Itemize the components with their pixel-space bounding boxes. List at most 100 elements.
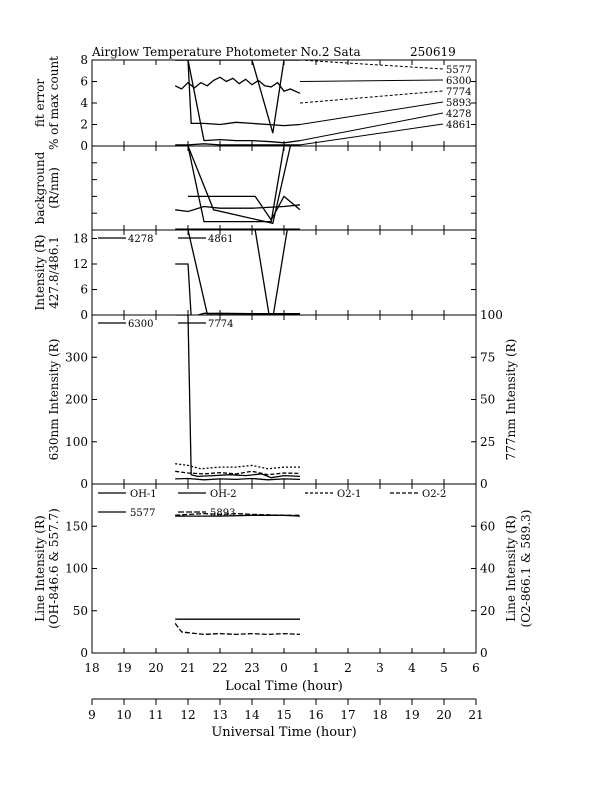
y-tick-label: 8: [80, 53, 88, 67]
y-right-tick-label: 75: [480, 350, 495, 364]
ut-tick-label: 12: [180, 708, 195, 722]
series-4861: [188, 60, 300, 134]
legend-label-5893: 5893: [446, 98, 471, 109]
series-4861: [187, 230, 300, 315]
series-6300: [174, 76, 301, 94]
legend-label-4861: 4861: [208, 234, 233, 245]
series-bg-3: [187, 146, 285, 223]
panel-red-lines: 0 100 200 300 0 25 50 75 100 630nm Intensity (R) 7…: [47, 308, 518, 491]
ut-tick-label: 18: [372, 708, 387, 722]
legend-leader-6300: [299, 79, 444, 82]
ut-tick-label: 11: [148, 708, 163, 722]
y-right-tick-label: 100: [480, 308, 503, 322]
panel-series-group: [174, 512, 301, 636]
legend-label-6300: 6300: [446, 76, 471, 87]
panel-fit-error: 0 2 4 6 8 fit error% of max count 557763007774…: [33, 53, 477, 153]
y-axis-label: % of max count: [47, 56, 61, 150]
y-right-tick-label: 0: [480, 477, 488, 491]
series-6300: [175, 315, 301, 479]
y-tick-label: 200: [65, 393, 88, 407]
chart-date-code: 250619: [410, 45, 456, 59]
y-tick-label: 12: [73, 257, 88, 271]
panel-series-group: [174, 60, 301, 146]
legend-label-O2-2: O2-2: [422, 489, 446, 500]
series-7774: [175, 60, 301, 127]
panel-frame: [91, 59, 477, 147]
x-axis-label: Local Time (hour): [225, 679, 343, 694]
legend-leader-5893: [299, 101, 444, 125]
x-tick-label: 19: [116, 661, 131, 675]
legend-label-5893: 5893: [210, 508, 235, 519]
x-tick-label: 5: [440, 661, 448, 675]
ut-tick-label: 10: [116, 708, 131, 722]
y-tick-label: 300: [65, 350, 88, 364]
ut-tick-label: 15: [276, 708, 291, 722]
y-axis-label: 427.8/486.1: [47, 236, 61, 309]
series-5893: [175, 512, 300, 516]
x-tick-label: 4: [408, 661, 416, 675]
y-axis-label: background: [33, 151, 47, 224]
x-axes-group: 18 19 20 21 22 23 0 1 2 3 4 5 6 Local Time (hour) 9 10 1…: [84, 661, 483, 740]
legend-label-OH-2: OH-2: [210, 489, 237, 500]
legend-label-5577: 5577: [130, 508, 155, 519]
y-right-tick-label: 60: [480, 519, 495, 533]
y-right-axis-label: 777nm Intensity (R): [504, 339, 518, 461]
ut-tick-label: 9: [88, 708, 96, 722]
series-trace-3: [175, 470, 301, 476]
series-trace-4: [175, 477, 301, 481]
y-tick-label: 100: [65, 562, 88, 576]
x-tick-label: 0: [280, 661, 288, 675]
y-tick-label: 100: [65, 435, 88, 449]
legend-label-5577: 5577: [446, 65, 471, 76]
y-tick-label: 4: [80, 96, 88, 110]
legend-label-OH-1: OH-1: [130, 489, 157, 500]
x-tick-label: 2: [344, 661, 352, 675]
legend-label-6300: 6300: [128, 319, 153, 330]
panel-series-group: [175, 230, 301, 315]
panel-frame: [91, 145, 477, 231]
ut-tick-label: 19: [404, 708, 419, 722]
y-tick-label: 0: [80, 646, 88, 660]
panel-background: background (R/nm): [33, 145, 477, 231]
chart-title: Airglow Temperature Photometer No.2 Sata: [91, 45, 361, 59]
ut-tick-label: 20: [436, 708, 451, 722]
series-bg-2: [175, 204, 301, 213]
panel-frame: [91, 314, 477, 485]
series-5893: [175, 60, 301, 144]
y-tick-label: 18: [73, 232, 88, 246]
ut-tick-label: 16: [308, 708, 323, 722]
y-axis-label: (OH-846.6 & 557.7): [47, 508, 61, 629]
series-4278: [175, 263, 301, 315]
ut-tick-label: 14: [244, 708, 260, 722]
y-axis-label: 630nm Intensity (R): [47, 339, 61, 461]
y-right-tick-label: 25: [480, 435, 495, 449]
series-4278: [175, 143, 300, 146]
y-tick-label: 0: [80, 477, 88, 491]
y-axis-label: (R/nm): [47, 167, 61, 209]
legend-label-O2-1: O2-1: [337, 489, 361, 500]
legend-leader-5577: [299, 59, 444, 70]
x-tick-label: 6: [472, 661, 480, 675]
y-axis-label: fit error: [33, 79, 47, 127]
series-4861-b: [254, 230, 288, 315]
ut-axis-label: Universal Time (hour): [211, 725, 356, 740]
x-tick-label: 23: [244, 661, 259, 675]
ut-tick-label: 13: [212, 708, 227, 722]
y-right-tick-label: 0: [480, 646, 488, 660]
y-right-tick-label: 50: [480, 393, 495, 407]
y-right-axis-label: Line Intensity (R): [504, 515, 518, 621]
x-tick-label: 22: [212, 661, 227, 675]
legend-label-7774: 7774: [446, 87, 471, 98]
y-axis-label: Line Intensity (R): [33, 515, 47, 621]
series-bg-1: [188, 195, 301, 222]
y-tick-label: 6: [80, 283, 88, 297]
x-tick-label: 3: [376, 661, 384, 675]
x-tick-label: 21: [180, 661, 195, 675]
y-right-tick-label: 40: [480, 562, 495, 576]
legend-label-4861: 4861: [446, 120, 471, 131]
series-bg-4: [187, 146, 292, 225]
legend-leader-7774: [299, 90, 444, 104]
